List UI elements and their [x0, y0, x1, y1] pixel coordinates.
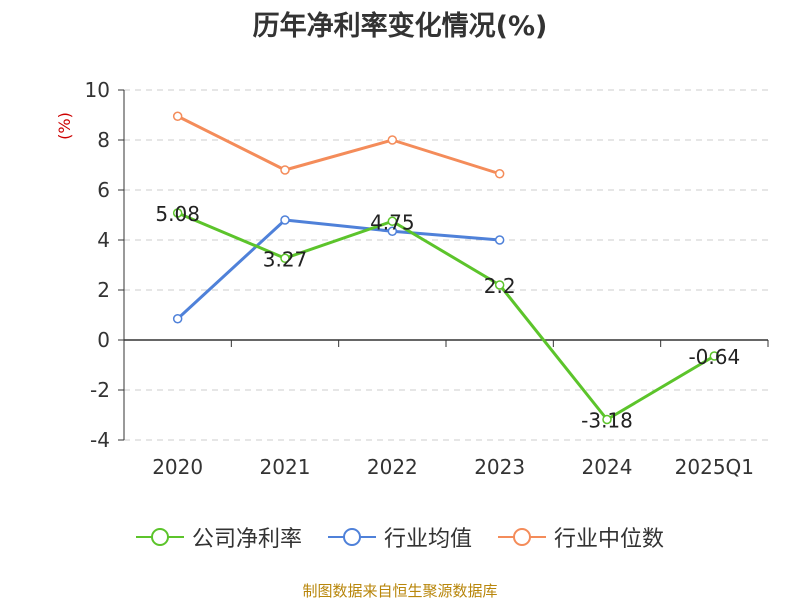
x-tick-label: 2024	[582, 455, 633, 479]
data-point	[172, 314, 183, 324]
data-point	[280, 165, 290, 175]
legend-swatch-marker	[150, 528, 169, 546]
data-point	[494, 235, 505, 245]
series-line	[176, 114, 501, 176]
data-label: -3.18	[581, 409, 633, 433]
legend-swatch-marker	[342, 528, 361, 546]
data-point	[172, 208, 183, 218]
x-tick-label: 2021	[260, 455, 311, 479]
data-point	[172, 111, 183, 121]
y-tick-label: 8	[97, 128, 110, 152]
legend-item[interactable]: 行业中位数	[498, 521, 664, 553]
legend-swatch	[327, 528, 376, 546]
series-line	[177, 211, 716, 421]
y-tick-label: 6	[97, 178, 110, 202]
y-tick-label: 0	[97, 328, 110, 352]
data-point	[387, 135, 398, 145]
data-label: -0.64	[688, 345, 740, 369]
chart-title: 历年净利率变化情况(%)	[252, 11, 548, 42]
data-labels: 5.08 3.27 4.75 2.2 -3.18 -0.64	[155, 202, 740, 433]
y-tick-label: -4	[90, 428, 110, 452]
data-label: 2.2	[484, 274, 516, 298]
legend-label: 行业均值	[383, 527, 472, 552]
legend-label: 公司净利率	[191, 527, 302, 552]
grid-lines	[124, 89, 768, 441]
x-tick-label: 2025Q1	[675, 455, 754, 479]
data-point	[494, 169, 505, 179]
data-label: 5.08	[155, 202, 200, 226]
legend-label: 行业中位数	[554, 527, 665, 552]
data-point	[280, 253, 290, 263]
legend-swatch	[498, 528, 546, 546]
x-tick-label: 2020	[152, 455, 203, 479]
x-tick-label: 2023	[474, 455, 525, 479]
legend-swatch	[135, 528, 184, 546]
data-point	[280, 215, 290, 225]
data-point	[387, 226, 398, 236]
data-point	[494, 280, 505, 290]
data-point	[387, 216, 398, 226]
data-label: 4.75	[370, 210, 415, 234]
axes: -4 -2 0 2 4 6 8 10 2020 2021 2022 2023 2024 2025Q1 (%)	[55, 78, 769, 479]
y-tick-label: 2	[97, 278, 110, 302]
legend-item[interactable]: 行业均值	[327, 521, 472, 553]
y-tick-label: 10	[85, 78, 110, 102]
source-note: 制图数据来自恒生聚源数据库	[302, 582, 498, 600]
data-point	[709, 351, 720, 361]
x-tick-label: 2022	[367, 455, 418, 479]
legend-swatch-marker	[513, 528, 531, 546]
y-axis-label: (%)	[55, 112, 74, 140]
y-tick-label: -2	[90, 378, 110, 402]
data-label: 3.27	[263, 247, 308, 271]
legend: 公司净利率 行业均值 行业中位数	[0, 520, 800, 554]
series-lines	[172, 111, 720, 425]
series-line	[176, 218, 500, 320]
legend-item[interactable]: 公司净利率	[135, 521, 302, 553]
line-chart: -4 -2 0 2 4 6 8 10 2020 2021 2022 2023 2024 2025Q1 (%)…	[55, 78, 769, 479]
y-tick-label: 4	[97, 228, 110, 252]
data-point	[602, 414, 612, 425]
